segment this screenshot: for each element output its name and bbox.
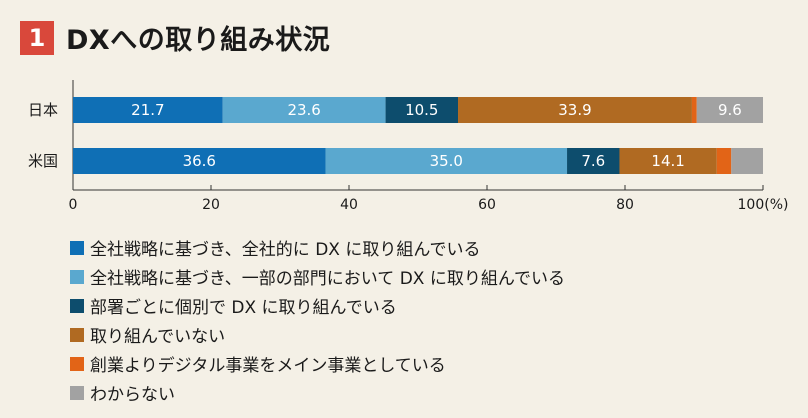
legend-item: 創業よりデジタル事業をメイン事業としている <box>70 349 565 378</box>
legend-label: わからない <box>90 385 175 405</box>
bar-segment <box>73 148 326 174</box>
category-label: 日本 <box>28 101 58 119</box>
bar-segment <box>691 97 697 123</box>
data-label: 36.6 <box>183 152 216 170</box>
bar-segment <box>731 148 763 174</box>
data-label: 14.1 <box>651 152 684 170</box>
bar-segment <box>73 97 223 123</box>
legend-item: 部署ごとに個別で DX に取り組んでいる <box>70 291 565 320</box>
x-tick-label: 60 <box>478 197 496 213</box>
legend-swatch <box>70 327 84 342</box>
chart-header: 1 DXへの取り組み状況 <box>20 18 330 57</box>
data-label: 21.7 <box>131 101 164 119</box>
legend-swatch <box>70 298 84 313</box>
category-label: 米国 <box>28 152 58 170</box>
data-label: 33.9 <box>558 101 591 119</box>
legend-swatch <box>70 385 84 400</box>
x-tick-label: 40 <box>340 197 358 213</box>
legend-item: 全社戦略に基づき、全社的に DX に取り組んでいる <box>70 233 565 262</box>
legend-swatch <box>70 269 84 284</box>
section-number-badge: 1 <box>20 20 54 55</box>
legend-item: 取り組んでいない <box>70 320 565 349</box>
legend-item: わからない <box>70 378 565 407</box>
bar-segment <box>619 148 717 174</box>
x-tick-label: 0 <box>69 197 78 213</box>
x-tick-label: 20 <box>202 197 220 213</box>
x-tick-label: 100(%) <box>738 197 789 213</box>
x-tick-label: 80 <box>616 197 634 213</box>
bar-segment <box>567 148 620 174</box>
legend-item: 全社戦略に基づき、一部の部門において DX に取り組んでいる <box>70 262 565 291</box>
bar-segment <box>696 97 763 123</box>
bar-segment <box>716 148 732 174</box>
bar-segment <box>325 148 568 174</box>
legend-label: 取り組んでいない <box>90 327 226 347</box>
legend-label: 全社戦略に基づき、全社的に DX に取り組んでいる <box>90 240 481 260</box>
chart-legend: 全社戦略に基づき、全社的に DX に取り組んでいる全社戦略に基づき、一部の部門に… <box>70 233 565 407</box>
bar-segment <box>222 97 386 123</box>
bar-segment <box>458 97 692 123</box>
legend-swatch <box>70 356 84 371</box>
legend-label: 創業よりデジタル事業をメイン事業としている <box>90 356 446 376</box>
chart-title: DXへの取り組み状況 <box>66 25 331 56</box>
legend-swatch <box>70 240 84 255</box>
data-label: 35.0 <box>430 152 463 170</box>
data-label: 7.6 <box>581 152 605 170</box>
legend-label: 部署ごとに個別で DX に取り組んでいる <box>90 298 397 318</box>
data-label: 23.6 <box>287 101 320 119</box>
data-label: 10.5 <box>405 101 438 119</box>
data-label: 9.6 <box>718 101 742 119</box>
bar-segment <box>385 97 459 123</box>
legend-label: 全社戦略に基づき、一部の部門において DX に取り組んでいる <box>90 269 565 289</box>
